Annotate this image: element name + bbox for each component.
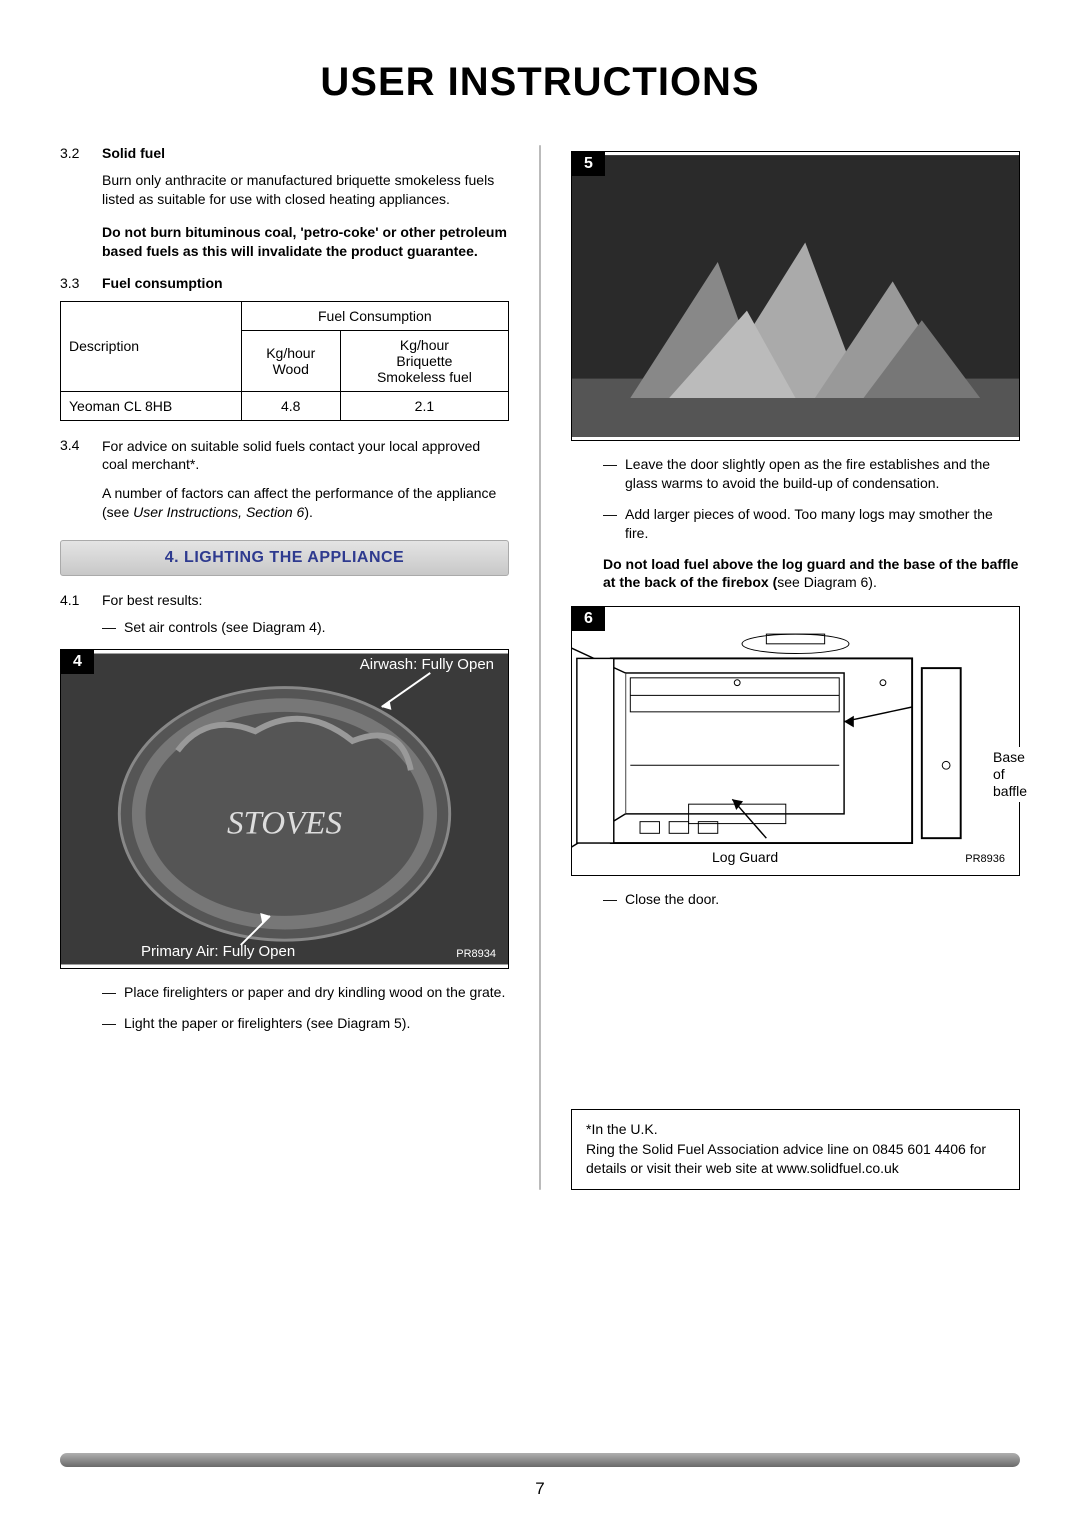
section-4-banner: 4. LIGHTING THE APPLIANCE <box>60 540 509 576</box>
footnote-line: *In the U.K. <box>586 1120 1005 1140</box>
warning-paragraph: Do not burn bituminous coal, 'petro-coke… <box>102 223 509 261</box>
diagram-4-primary-air-label: Primary Air: Fully Open <box>141 943 295 960</box>
table-row: Yeoman CL 8HB 4.8 2.1 <box>61 391 509 420</box>
diagram-4-svg: STOVES <box>61 650 508 968</box>
table-header-wood: Kg/hour Wood <box>241 330 340 391</box>
dash-icon: — <box>102 1014 116 1033</box>
warning-paragraph: Do not load fuel above the log guard and… <box>603 555 1020 593</box>
table-cell: 4.8 <box>241 391 340 420</box>
dash-icon: — <box>603 455 617 493</box>
section-4-1-header: 4.1 For best results: <box>60 592 509 608</box>
table-header-description: Description <box>61 301 242 391</box>
bullet-item: — Set air controls (see Diagram 4). <box>102 618 509 637</box>
bullet-item: — Light the paper or firelighters (see D… <box>102 1014 509 1033</box>
section-number: 4.1 <box>60 592 86 608</box>
column-divider <box>539 145 541 1190</box>
bullet-item: — Add larger pieces of wood. Too many lo… <box>603 505 1020 543</box>
footnote-line: Ring the Solid Fuel Association advice l… <box>586 1140 1005 1179</box>
diagram-6: 6 <box>571 606 1020 876</box>
dash-icon: — <box>603 505 617 543</box>
bullet-text: Add larger pieces of wood. Too many logs… <box>625 505 1020 543</box>
table-header-briquette: Kg/hour Briquette Smokeless fuel <box>340 330 508 391</box>
dash-icon: — <box>603 890 617 909</box>
bullet-text: Set air controls (see Diagram 4). <box>124 618 326 637</box>
table-cell: 2.1 <box>340 391 508 420</box>
diagram-6-svg <box>572 607 1019 875</box>
left-column: 3.2 Solid fuel Burn only anthracite or m… <box>60 145 509 1190</box>
diagram-5-svg <box>572 152 1019 440</box>
stoves-logo-text: STOVES <box>227 805 342 841</box>
paragraph: For advice on suitable solid fuels conta… <box>102 437 509 475</box>
diagram-4: 4 STOVES Airwash: Fully Open Primary Air… <box>60 649 509 969</box>
fuel-consumption-table: Description Fuel Consumption Kg/hour Woo… <box>60 301 509 421</box>
bullet-text: Place firelighters or paper and dry kind… <box>124 983 505 1002</box>
section-number: 3.2 <box>60 145 86 161</box>
diagram-number-badge: 6 <box>572 607 605 631</box>
section-label: Solid fuel <box>102 145 165 161</box>
section-number: 3.4 <box>60 437 86 475</box>
text-run: see Diagram 6). <box>777 574 877 590</box>
section-label: Fuel consumption <box>102 275 223 291</box>
bullet-item: — Place firelighters or paper and dry ki… <box>102 983 509 1002</box>
diagram-4-code: PR8934 <box>456 948 496 960</box>
page-number: 7 <box>0 1479 1080 1499</box>
diagram-6-code: PR8936 <box>965 853 1005 865</box>
diagram-4-airwash-label: Airwash: Fully Open <box>360 656 494 673</box>
diagram-number-badge: 4 <box>61 650 94 674</box>
text-run: ). <box>304 504 313 520</box>
diagram-6-baffle-label: Base of baffle <box>991 747 1029 801</box>
bullet-text: Close the door. <box>625 890 719 909</box>
bullet-item: — Close the door. <box>603 890 1020 909</box>
bullet-text: Leave the door slightly open as the fire… <box>625 455 1020 493</box>
table-cell: Yeoman CL 8HB <box>61 391 242 420</box>
paragraph: A number of factors can affect the perfo… <box>102 484 509 522</box>
diagram-6-log-guard-label: Log Guard <box>712 849 778 865</box>
footnote-box: *In the U.K. Ring the Solid Fuel Associa… <box>571 1109 1020 1190</box>
italic-reference: User Instructions, Section 6 <box>133 504 304 520</box>
section-number: 3.3 <box>60 275 86 291</box>
page: USER INSTRUCTIONS 3.2 Solid fuel Burn on… <box>0 0 1080 1230</box>
paragraph: For best results: <box>102 592 202 608</box>
bottom-gradient-bar <box>60 1453 1020 1467</box>
dash-icon: — <box>102 618 116 637</box>
section-3-2-header: 3.2 Solid fuel <box>60 145 509 161</box>
two-column-layout: 3.2 Solid fuel Burn only anthracite or m… <box>60 145 1020 1190</box>
table-header-span: Fuel Consumption <box>241 301 508 330</box>
diagram-number-badge: 5 <box>572 152 605 176</box>
right-column: 5 — Leave the door slightly open as the … <box>571 145 1020 1190</box>
section-3-4-header: 3.4 For advice on suitable solid fuels c… <box>60 437 509 475</box>
bullet-text: Light the paper or firelighters (see Dia… <box>124 1014 410 1033</box>
section-3-3-header: 3.3 Fuel consumption <box>60 275 509 291</box>
paragraph: Burn only anthracite or manufactured bri… <box>102 171 509 209</box>
bullet-item: — Leave the door slightly open as the fi… <box>603 455 1020 493</box>
page-title: USER INSTRUCTIONS <box>60 60 1020 105</box>
diagram-5: 5 <box>571 151 1020 441</box>
dash-icon: — <box>102 983 116 1002</box>
